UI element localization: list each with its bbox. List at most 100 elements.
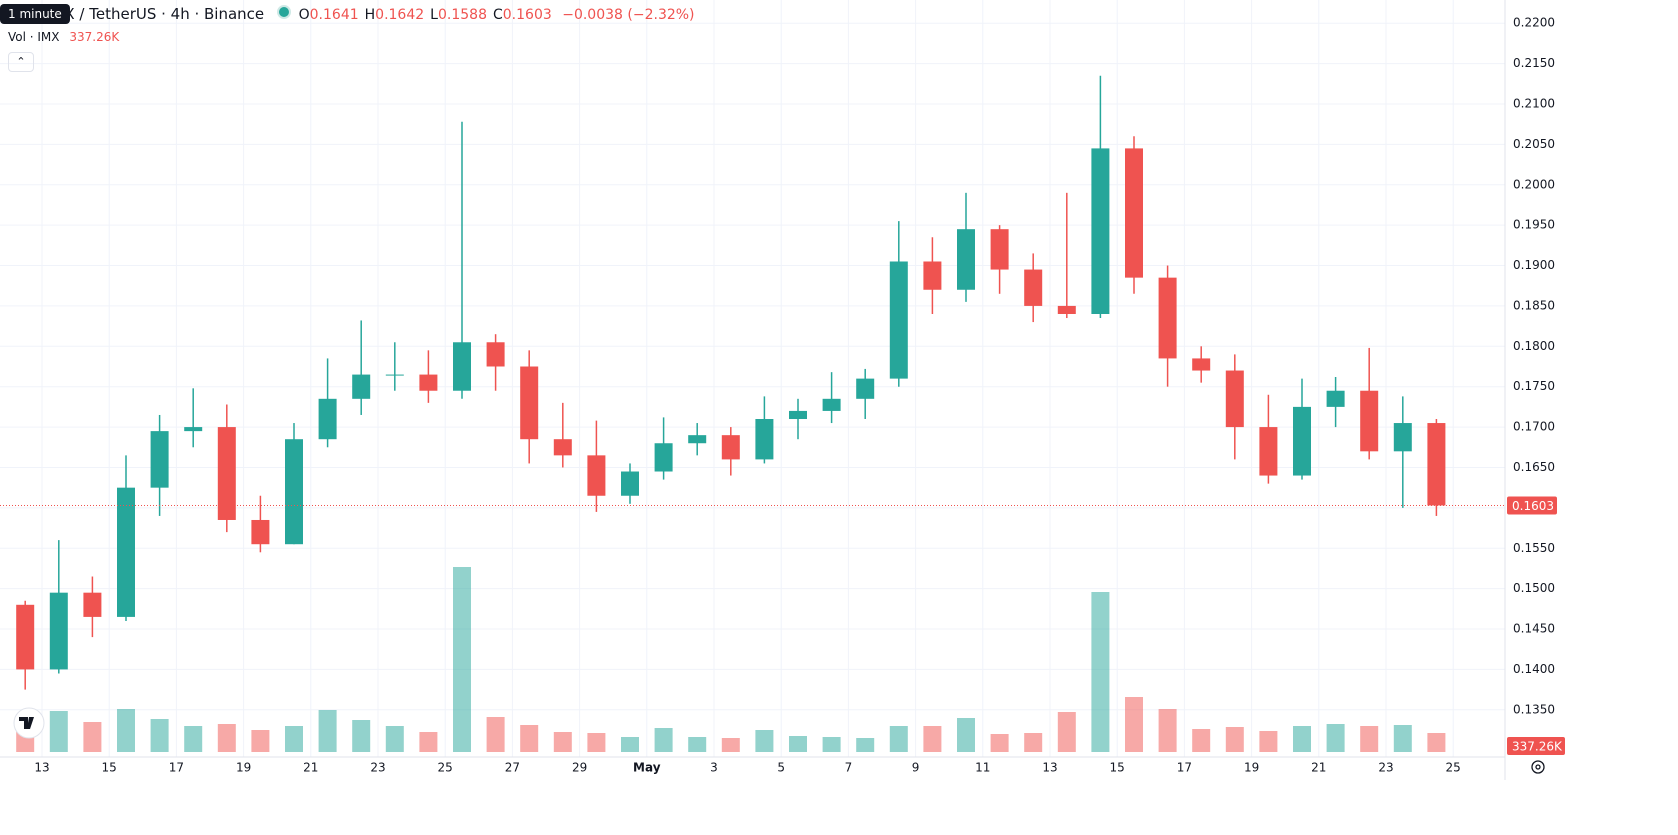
volume-bar bbox=[1360, 726, 1379, 752]
y-tick-label: 0.2100 bbox=[1513, 96, 1555, 110]
volume-bar bbox=[486, 717, 505, 752]
candle-body bbox=[1259, 427, 1278, 476]
candle-body bbox=[990, 229, 1009, 270]
y-tick-label: 0.1550 bbox=[1513, 541, 1555, 555]
last-volume-tag bbox=[1507, 737, 1565, 755]
volume-legend-value: 337.26K bbox=[69, 30, 120, 44]
x-tick-label: 15 bbox=[1110, 761, 1125, 775]
change: −0.0038 bbox=[562, 7, 623, 23]
volume-bar bbox=[1293, 726, 1311, 752]
candle-body bbox=[1427, 423, 1446, 506]
candle-body bbox=[1158, 277, 1177, 359]
grid bbox=[0, 0, 1505, 757]
candle-body bbox=[1326, 390, 1345, 407]
candle-body bbox=[621, 471, 639, 496]
y-tick-label: 0.1350 bbox=[1513, 702, 1555, 716]
candle-body bbox=[822, 398, 841, 411]
x-tick-label: 21 bbox=[303, 761, 318, 775]
volume-bar bbox=[621, 737, 639, 752]
volume-legend: Vol · IMX 337.26K bbox=[8, 30, 119, 44]
candle-body bbox=[1125, 148, 1143, 278]
volume-bar bbox=[822, 737, 841, 752]
x-tick-label: 3 bbox=[710, 761, 718, 775]
x-tick-label: 25 bbox=[1446, 761, 1461, 775]
candle-body bbox=[1293, 406, 1311, 476]
y-tick-label: 0.2150 bbox=[1513, 56, 1555, 70]
volume-bar bbox=[1091, 592, 1110, 752]
y-tick-label: 0.1900 bbox=[1513, 258, 1555, 272]
volume-bar bbox=[83, 722, 102, 752]
candle-body bbox=[251, 519, 270, 545]
candle-body bbox=[1225, 370, 1244, 428]
candle-body bbox=[453, 342, 471, 391]
x-tick-label: 17 bbox=[169, 761, 184, 775]
y-tick-label: 0.1950 bbox=[1513, 218, 1555, 232]
tv-logo bbox=[13, 707, 45, 739]
volume-bar bbox=[352, 720, 371, 752]
candle-body bbox=[553, 439, 572, 456]
candle-body bbox=[520, 366, 539, 440]
ohlc-legend: O0.1641 H0.1642 L0.1588 C0.1603 bbox=[299, 7, 558, 23]
volume-bar bbox=[318, 710, 337, 752]
y-tick-label: 0.2000 bbox=[1513, 177, 1555, 191]
volume-bar bbox=[1158, 709, 1177, 752]
candle-body bbox=[688, 435, 707, 444]
candle-body bbox=[486, 342, 505, 367]
candle-body bbox=[150, 431, 169, 488]
candle-body bbox=[285, 439, 303, 545]
candle-body bbox=[755, 419, 774, 460]
volume-bar bbox=[251, 730, 270, 752]
volume-bar bbox=[923, 726, 942, 752]
candle-body bbox=[1057, 305, 1076, 314]
volume-bar bbox=[285, 726, 303, 752]
x-tick-label: 19 bbox=[1244, 761, 1259, 775]
candle-body bbox=[419, 374, 438, 391]
volume-bar bbox=[1427, 733, 1446, 752]
candle-body bbox=[889, 261, 908, 379]
ohlc-value: 0.1642 bbox=[375, 7, 425, 23]
volume-bar bbox=[889, 726, 908, 752]
y-tick-label: 0.1650 bbox=[1513, 460, 1555, 474]
volume-bar bbox=[654, 728, 673, 752]
x-tick-label: 23 bbox=[1378, 761, 1393, 775]
x-tick-label: 5 bbox=[777, 761, 785, 775]
candle-body bbox=[957, 229, 975, 290]
status-dot bbox=[276, 5, 291, 19]
x-tick-label: 9 bbox=[912, 761, 920, 775]
volume-bar bbox=[1024, 733, 1043, 752]
volume-bar bbox=[184, 726, 203, 752]
symbol-title: IMX / TetherUS · 4h · Binance bbox=[47, 5, 265, 23]
candle-body bbox=[923, 261, 942, 290]
candle-body bbox=[217, 427, 236, 520]
x-tick-label: 13 bbox=[34, 761, 49, 775]
candle-body bbox=[184, 427, 203, 432]
volume-bar bbox=[520, 725, 539, 752]
volume-bar bbox=[755, 730, 774, 752]
collapse-button[interactable]: ⌃ bbox=[8, 52, 34, 72]
y-tick-label: 0.1800 bbox=[1513, 339, 1555, 353]
last-price-label: 0.1603 bbox=[1512, 499, 1554, 513]
candle-body bbox=[654, 443, 673, 472]
x-tick-label: 25 bbox=[438, 761, 453, 775]
candle-body bbox=[16, 604, 35, 670]
change-pct: (−2.32%) bbox=[627, 7, 695, 23]
candle-body bbox=[856, 378, 875, 399]
volume-bar bbox=[117, 709, 135, 752]
volume-bar bbox=[419, 732, 438, 752]
volume-bar bbox=[587, 733, 606, 752]
ohlc-key: C bbox=[492, 7, 503, 23]
x-tick-label: 13 bbox=[1042, 761, 1057, 775]
volume-legend-label: Vol · IMX bbox=[8, 30, 60, 44]
volume-bar bbox=[553, 732, 572, 752]
candle-body bbox=[1192, 358, 1211, 371]
settings-icon[interactable] bbox=[1531, 760, 1545, 774]
volume-bar bbox=[856, 738, 875, 752]
header: IMX / TetherUS · 4h · Binance O0.1641 H0.… bbox=[0, 5, 695, 23]
candle-body bbox=[1360, 390, 1379, 452]
y-tick-label: 0.1500 bbox=[1513, 581, 1555, 595]
x-tick-label: 17 bbox=[1177, 761, 1192, 775]
plot: 0.13500.14000.14500.15000.15500.16000.16… bbox=[0, 16, 1565, 775]
tooltip: 1 minute bbox=[0, 4, 70, 24]
